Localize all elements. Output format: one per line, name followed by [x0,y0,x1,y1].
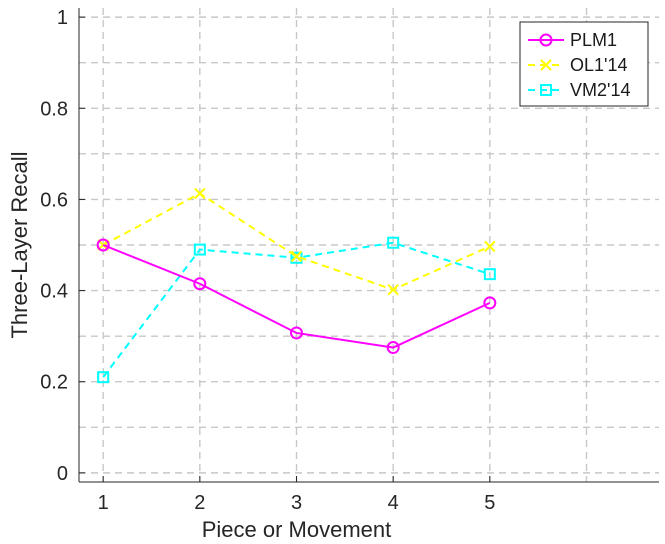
series-line [102,244,491,349]
x-tick-label: 1 [98,492,109,514]
axes [78,8,659,483]
y-tick-label: 1 [57,7,68,29]
y-tick-label: 0.4 [40,281,68,303]
data-point [483,268,496,281]
data-point [387,236,400,249]
data-point [290,326,303,340]
x-tick-label: 5 [484,492,495,514]
y-tick-label: 0.8 [40,98,68,120]
y-tick-label: 0 [57,463,68,485]
legend-label: VM2'14 [570,80,630,100]
series-line [102,192,491,291]
data-point [96,238,110,252]
legend: PLM1 OL1'14 VM2'14 [519,21,649,107]
x-axis-label: Piece or Movement [202,517,392,542]
legend-label: PLM1 [570,30,617,50]
legend-marker [539,33,553,47]
data-point [97,371,110,384]
series-plm1 [96,238,497,355]
data-point [193,277,207,291]
x-tick-label: 4 [388,492,399,514]
data-point [194,187,206,200]
x-tick-label: 3 [291,492,302,514]
y-tick-label: 0.2 [40,372,68,394]
legend-marker [540,59,552,71]
x-tick-labels: 1 2 3 4 5 [98,492,496,514]
x-tick-label: 2 [194,492,205,514]
legend-label: OL1'14 [570,55,627,75]
data-point [483,296,497,310]
data-point [484,240,496,253]
data-point [387,283,399,296]
data-point [290,250,303,263]
y-tick-label: 0.6 [40,189,68,211]
data-point [193,243,206,256]
y-tick-labels: 0 0.2 0.4 0.6 0.8 1 [40,7,68,485]
series-group [96,187,497,384]
data-point [386,341,400,355]
y-axis-label: Three-Layer Recall [7,151,32,338]
legend-marker [540,84,552,96]
